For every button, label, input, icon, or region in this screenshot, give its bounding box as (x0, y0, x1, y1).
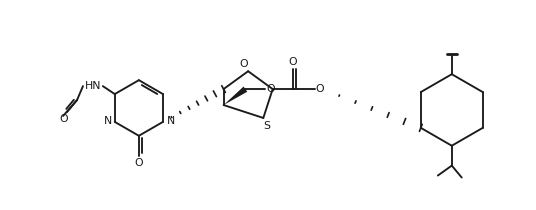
Polygon shape (224, 87, 247, 105)
Text: O: O (240, 59, 249, 69)
Text: O: O (266, 84, 274, 94)
Text: N: N (167, 116, 175, 126)
Text: S: S (263, 121, 270, 131)
Text: O: O (316, 84, 324, 94)
Text: HN: HN (85, 81, 101, 91)
Text: N: N (103, 116, 112, 126)
Text: O: O (289, 57, 297, 67)
Text: O: O (60, 114, 69, 124)
Text: O: O (135, 158, 143, 168)
